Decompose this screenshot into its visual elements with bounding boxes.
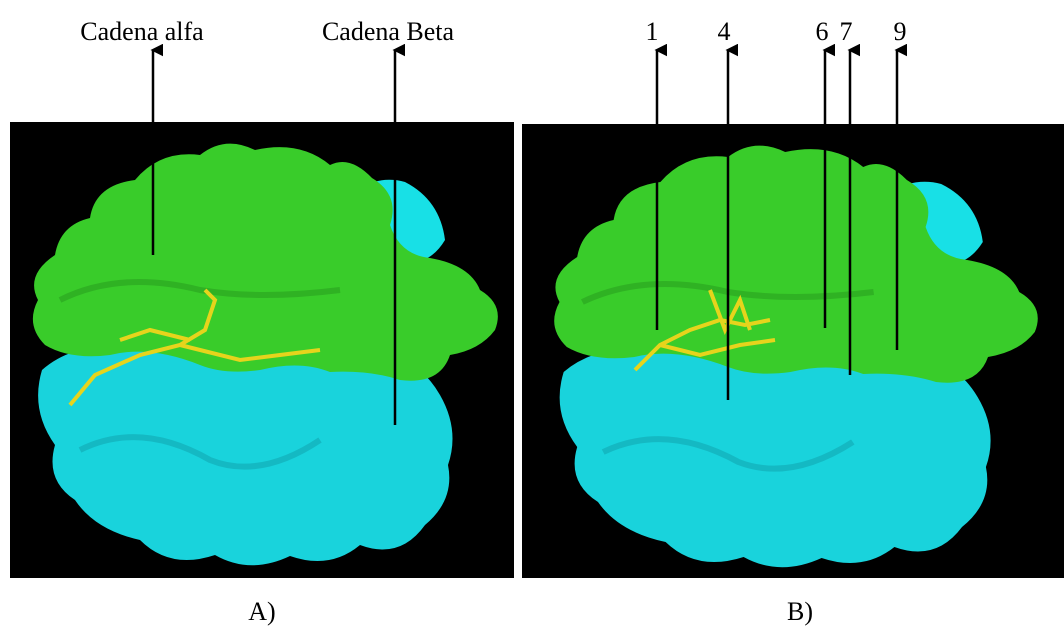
protein-surface [554, 146, 1038, 568]
caption: A) [248, 597, 275, 626]
label: 1 [646, 17, 659, 46]
label: 9 [894, 17, 907, 46]
label: Cadena alfa [80, 17, 204, 46]
panel-a: Cadena alfa Cadena Beta A) [10, 17, 514, 626]
panel-b: 1 4 6 7 9 B) [522, 17, 1064, 626]
caption: B) [787, 597, 813, 626]
label: 4 [718, 17, 731, 46]
label: 6 [816, 17, 829, 46]
peptide [633, 289, 776, 372]
protein-surface [33, 144, 498, 566]
peptide [68, 288, 321, 407]
label: Cadena Beta [322, 17, 455, 46]
label: 7 [840, 17, 853, 46]
